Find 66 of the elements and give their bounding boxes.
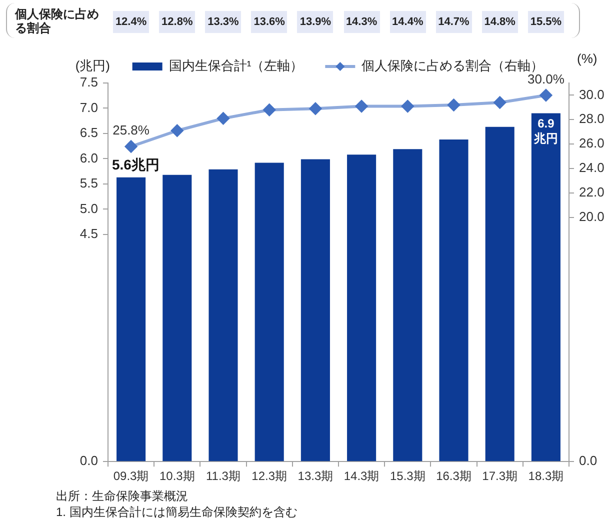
- y-tick-label: 6.0: [80, 150, 98, 166]
- y-axis-title: (兆円): [75, 58, 110, 74]
- y-tick-label: 7.0: [80, 100, 98, 115]
- bar: [347, 154, 376, 462]
- y2-tick-label: 0.0: [579, 453, 598, 468]
- text: 出所：生命保険事業概況: [56, 489, 188, 503]
- x-tick-label: 14.3期: [344, 469, 380, 484]
- text: 13.3%: [205, 11, 242, 33]
- y-tick-label: 0.0: [80, 453, 98, 468]
- point: [402, 100, 414, 112]
- legend-label: 国内生保合計¹（左軸）: [168, 58, 304, 74]
- text: 15.5%: [528, 11, 564, 33]
- text: 14.4%: [390, 11, 426, 33]
- point: [540, 89, 552, 102]
- x-tick-label: 09.3期: [113, 469, 149, 484]
- y2-tick-label: 28.0: [579, 111, 604, 126]
- data-label: 30.0%: [528, 71, 565, 86]
- point: [125, 140, 138, 153]
- y2-tick-label: 26.0: [579, 136, 604, 151]
- bar: [254, 162, 284, 462]
- y2-tick-label: 22.0: [579, 184, 604, 200]
- text: 13.9%: [297, 11, 334, 33]
- text: 14.8%: [482, 11, 518, 33]
- y2-axis-title: (%): [577, 51, 598, 66]
- x-tick-label: 11.3期: [206, 469, 240, 484]
- data-label: 25.8%: [112, 122, 150, 138]
- x-tick-label: 13.3期: [298, 469, 334, 484]
- y2-tick-label: 30.0: [579, 86, 604, 102]
- bar: [162, 174, 192, 462]
- text: 14.7%: [436, 11, 472, 33]
- x-tick-label: 16.3期: [436, 469, 472, 484]
- y-tick-label: 6.5: [80, 125, 98, 140]
- legend-label: 個人保険に占める割合（右軸）: [362, 58, 544, 74]
- point: [448, 98, 460, 111]
- bar: [393, 149, 422, 462]
- point: [494, 96, 506, 109]
- y-tick-label: 5.0: [80, 200, 98, 216]
- bar: [208, 169, 238, 462]
- point: [309, 102, 322, 115]
- point: [171, 124, 184, 137]
- point: [263, 104, 276, 116]
- data-label: 5.6兆円: [112, 156, 160, 172]
- text: 12.4%: [113, 11, 150, 33]
- y-tick-label: 7.5: [80, 74, 98, 90]
- x-tick-label: 18.3期: [528, 469, 564, 484]
- x-tick-label: 15.3期: [390, 469, 426, 484]
- x-tick-label: 10.3期: [159, 469, 195, 484]
- bar: [439, 140, 468, 462]
- text: 1. 国内生保合計には簡易生命保険契約を含む: [56, 505, 298, 519]
- y-tick-label: 4.5: [80, 226, 98, 242]
- text: 12.8%: [159, 11, 196, 33]
- data-label: 6.9兆円: [532, 116, 558, 146]
- x-tick-label: 17.3期: [482, 469, 518, 484]
- text: 個人保険に占める割合: [15, 7, 100, 35]
- point: [356, 100, 368, 112]
- bar: [116, 177, 146, 462]
- point: [217, 112, 230, 124]
- y2-tick-label: 24.0: [579, 160, 604, 176]
- bar: [485, 126, 514, 462]
- text: 14.3%: [344, 11, 380, 33]
- y-tick-label: 5.5: [80, 176, 98, 191]
- bar: [300, 159, 330, 462]
- y2-tick-label: 20.0: [579, 208, 604, 224]
- x-tick-label: 12.3期: [252, 469, 288, 484]
- bar: [531, 113, 560, 462]
- text: 13.6%: [251, 11, 288, 33]
